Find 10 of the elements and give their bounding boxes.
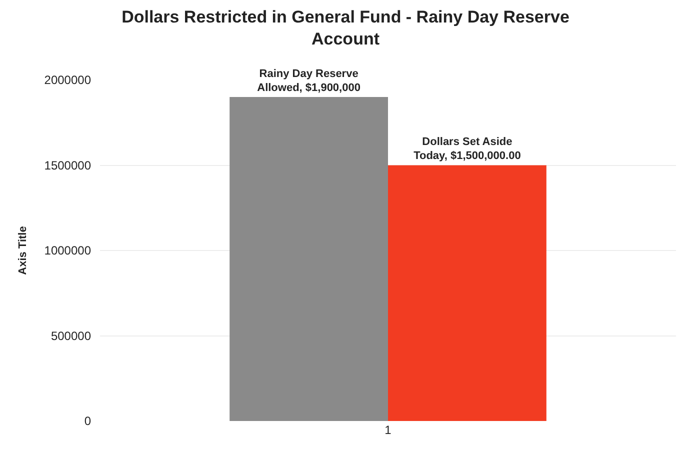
data-label: Rainy Day Reserve Allowed, $1,900,000 — [257, 68, 360, 94]
y-tick-label: 1000000 — [44, 244, 92, 258]
y-tick-label: 0 — [84, 414, 92, 428]
y-tick-label: 500000 — [50, 328, 92, 343]
chart-title: Dollars Restricted in General Fund - Rainy Day Reserve Account — [122, 7, 570, 49]
y-tick-label: 2000000 — [44, 73, 92, 88]
x-tick-label: 1 — [384, 423, 392, 437]
y-axis-title: Axis Title — [16, 226, 29, 275]
y-tick-label: 1500000 — [44, 158, 92, 172]
data-label: Dollars Set Aside Today, $1,500,000.00 — [414, 136, 521, 162]
